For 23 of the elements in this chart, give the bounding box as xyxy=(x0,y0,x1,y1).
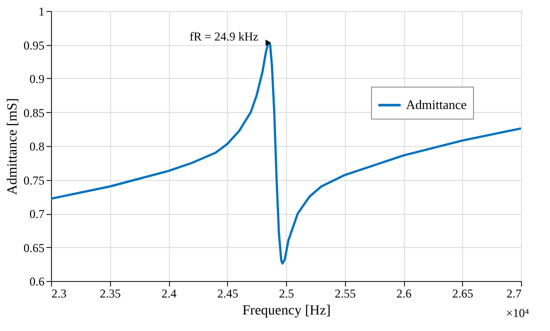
x-tick-label: 2.55 xyxy=(334,286,356,300)
y-tick-label: 0.9 xyxy=(30,72,44,86)
y-tick-label: 0.95 xyxy=(24,38,44,52)
y-tick-label: 1 xyxy=(38,4,44,18)
y-tick-label: 0.85 xyxy=(24,106,44,120)
annotation: fR = 24.9 kHz xyxy=(190,30,258,44)
y-tick-label: 0.6 xyxy=(30,274,44,288)
y-tick-label: 0.65 xyxy=(24,240,44,255)
x-tick-label: 2.35 xyxy=(100,286,121,300)
y-tick-label: 0.75 xyxy=(24,173,44,188)
x-tick-label: 2.7 xyxy=(506,286,522,300)
x-tick-label: 2.65 xyxy=(452,286,474,300)
y-axis-title: Admittance [mS] xyxy=(6,98,20,195)
x-tick-label: 2.5 xyxy=(279,286,294,300)
x-tick-label: 2.3 xyxy=(52,286,66,300)
x-tick-label: 2.6 xyxy=(396,286,412,300)
x-tick-label: 2.45 xyxy=(217,286,238,300)
y-tick-label: 0.8 xyxy=(30,140,44,154)
text: ×10⁴ xyxy=(506,306,529,320)
legend-label: Admittance xyxy=(406,97,467,112)
x-axis-title: Frequency [Hz] xyxy=(242,304,331,318)
y-tick-label: 0.7 xyxy=(30,207,44,221)
x-tick-label: 2.4 xyxy=(162,286,176,300)
